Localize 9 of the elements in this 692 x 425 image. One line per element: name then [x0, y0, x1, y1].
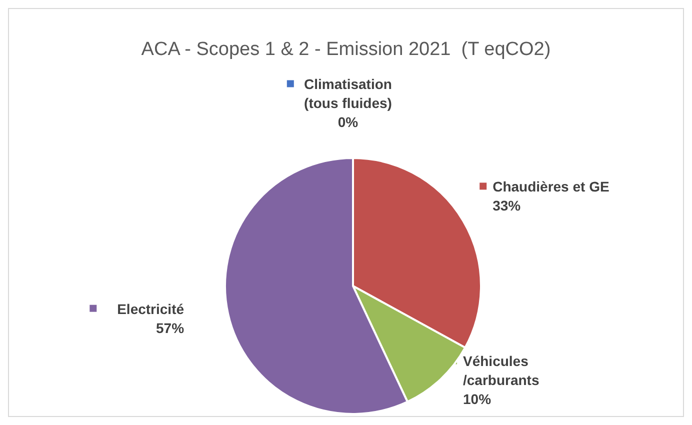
legend-label: Chaudières et GE — [492, 178, 610, 195]
legend-label: Véhicules /carburants — [463, 353, 540, 388]
legend-label: Climatisation (tous fluides) — [304, 76, 392, 112]
data-label: 10% — [463, 391, 492, 408]
data-label: 57% — [156, 320, 185, 336]
text: 0% — [338, 114, 358, 130]
data-label: 33% — [492, 198, 522, 214]
chart-title: ACA - Scopes 1 & 2 - Emission 2021 (T eqCO2) — [140, 39, 552, 61]
legend-label: Electricité — [117, 300, 184, 317]
